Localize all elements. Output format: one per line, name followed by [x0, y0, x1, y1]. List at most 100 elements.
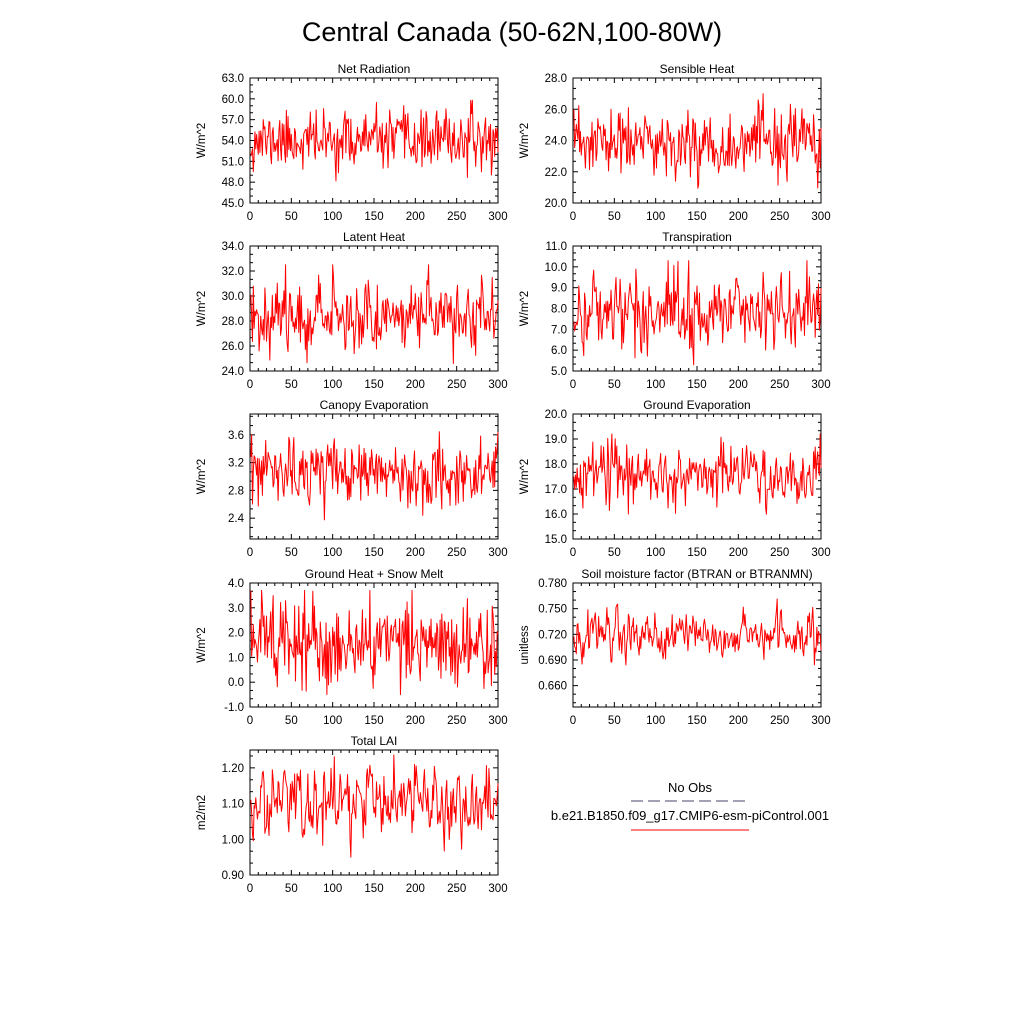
y-tick-label: 0.720	[538, 629, 567, 641]
y-tick-label: 10.0	[545, 262, 567, 274]
y-tick-label: 51.0	[222, 156, 244, 168]
y-tick-label: 28.0	[545, 73, 567, 85]
y-tick-label: 1.20	[222, 763, 244, 775]
y-tick-label: 0.660	[538, 681, 567, 693]
y-tick-label: 19.0	[545, 434, 567, 446]
series-line	[573, 598, 822, 666]
y-axis-label: W/m^2	[196, 291, 208, 326]
y-tick-label: 45.0	[222, 198, 244, 210]
series-line	[573, 93, 822, 189]
y-tick-label: 0.780	[538, 578, 567, 590]
x-tick-label: 300	[811, 379, 830, 391]
y-tick-label: 18.0	[545, 459, 567, 471]
x-tick-label: 100	[646, 379, 665, 391]
x-tick-label: 0	[247, 883, 253, 895]
x-tick-label: 250	[770, 379, 789, 391]
series-line	[573, 433, 822, 515]
x-tick-label: 250	[770, 715, 789, 727]
panel-sensible-heat: Sensible Heat W/m^2 0 50 100 150 200 250 300 20.0…	[519, 62, 831, 223]
x-tick-label: 50	[608, 547, 621, 559]
x-tick-label: 250	[447, 547, 466, 559]
y-tick-label: 57.0	[222, 115, 244, 127]
y-tick-label: 3.2	[228, 458, 244, 470]
y-tick-label: 5.0	[551, 366, 567, 378]
panel-ground-heat-snow-melt: Ground Heat + Snow Melt W/m^2 0 50 100 150 200…	[196, 567, 508, 727]
x-tick-label: 200	[729, 547, 748, 559]
x-tick-label: 300	[488, 547, 507, 559]
x-tick-label: 300	[488, 715, 507, 727]
panel-title: Soil moisture factor (BTRAN or BTRANMN)	[581, 567, 812, 581]
y-tick-label: 20.0	[545, 409, 567, 421]
y-tick-label: 63.0	[222, 73, 244, 85]
y-tick-label: -1.0	[224, 702, 244, 714]
y-tick-label: 48.0	[222, 177, 244, 189]
y-tick-label: 11.0	[545, 241, 567, 253]
x-tick-label: 300	[488, 379, 507, 391]
x-tick-label: 50	[608, 379, 621, 391]
legend-case-label: b.e21.B1850.f09_g17.CMIP6-esm-piControl.…	[551, 808, 829, 823]
y-tick-label: 8.0	[551, 304, 567, 316]
panel-canopy-evaporation: Canopy Evaporation W/m^2 0 50 100 150 200 250 30…	[196, 398, 508, 559]
figure-title: Central Canada (50-62N,100-80W)	[302, 17, 722, 47]
x-tick-label: 0	[247, 379, 253, 391]
y-tick-label: 3.6	[228, 430, 244, 442]
x-tick-label: 150	[364, 715, 383, 727]
y-tick-label: 15.0	[545, 534, 567, 546]
y-tick-label: 0.750	[538, 604, 567, 616]
y-tick-label: 0.690	[538, 655, 567, 667]
series-line	[250, 431, 499, 521]
y-tick-label: 22.0	[545, 167, 567, 179]
x-tick-label: 0	[247, 211, 253, 223]
x-tick-label: 200	[406, 715, 425, 727]
x-tick-label: 100	[323, 883, 342, 895]
y-tick-label: 1.10	[222, 799, 244, 811]
y-tick-label: 6.0	[551, 345, 567, 357]
panel-transpiration: Transpiration W/m^2 0 50 100 150 200 250 300 5.0 6…	[519, 230, 831, 391]
x-tick-label: 50	[608, 715, 621, 727]
y-tick-label: 1.00	[222, 834, 244, 846]
y-tick-label: 4.0	[228, 578, 244, 590]
y-tick-label: 24.0	[222, 366, 244, 378]
x-tick-label: 100	[323, 379, 342, 391]
series-line	[250, 589, 499, 696]
x-tick-label: 200	[406, 547, 425, 559]
y-tick-label: 0.0	[228, 677, 244, 689]
y-axis-label: W/m^2	[196, 459, 208, 494]
panel-title: Transpiration	[662, 230, 732, 244]
x-tick-label: 250	[447, 379, 466, 391]
x-tick-label: 250	[770, 547, 789, 559]
x-tick-label: 200	[729, 211, 748, 223]
y-tick-label: 24.0	[545, 136, 567, 148]
y-tick-label: 3.0	[228, 603, 244, 615]
x-tick-label: 300	[811, 211, 830, 223]
series-line	[250, 754, 499, 858]
x-tick-label: 50	[285, 883, 298, 895]
panel-title: Latent Heat	[343, 230, 406, 244]
x-tick-label: 150	[687, 379, 706, 391]
panel-title: Ground Evaporation	[643, 398, 750, 412]
x-tick-label: 0	[247, 547, 253, 559]
y-tick-label: 34.0	[222, 241, 244, 253]
y-tick-label: 32.0	[222, 266, 244, 278]
y-tick-label: 1.0	[228, 652, 244, 664]
x-tick-label: 150	[687, 211, 706, 223]
x-tick-label: 150	[687, 547, 706, 559]
panel-title: Total LAI	[351, 734, 398, 748]
panel-title: Ground Heat + Snow Melt	[305, 567, 444, 581]
x-tick-label: 50	[608, 211, 621, 223]
y-axis-label: unitless	[519, 625, 531, 664]
y-tick-label: 2.0	[228, 628, 244, 640]
x-tick-label: 0	[570, 211, 576, 223]
y-axis-label: W/m^2	[519, 459, 531, 494]
x-tick-label: 300	[811, 715, 830, 727]
y-tick-label: 16.0	[545, 509, 567, 521]
x-tick-label: 0	[570, 379, 576, 391]
x-tick-label: 300	[488, 883, 507, 895]
x-tick-label: 200	[406, 883, 425, 895]
x-tick-label: 200	[729, 715, 748, 727]
x-tick-label: 100	[646, 211, 665, 223]
y-tick-label: 2.8	[228, 485, 244, 497]
x-tick-label: 100	[646, 715, 665, 727]
x-tick-label: 0	[570, 715, 576, 727]
